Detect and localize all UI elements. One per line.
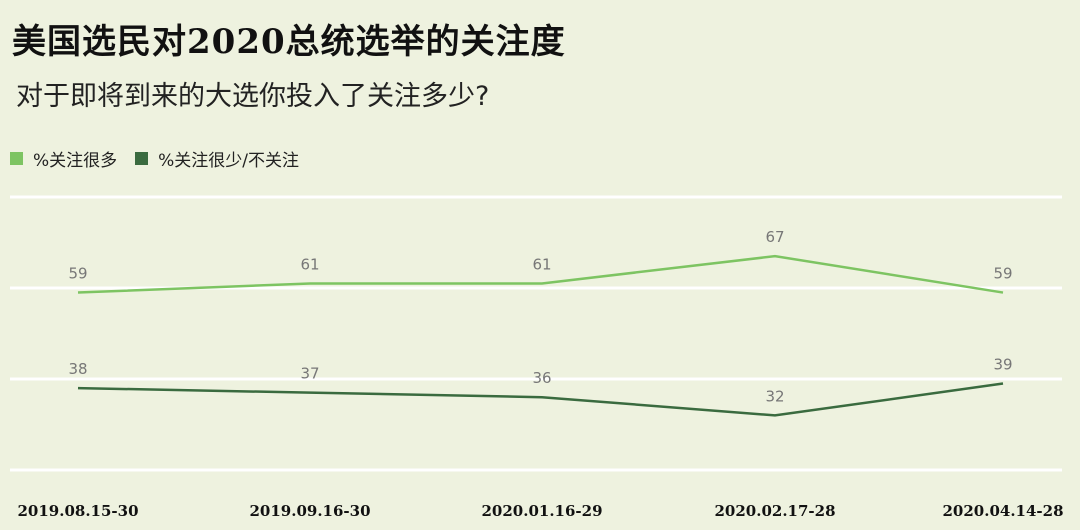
x-tick-label-2: 2020.01.16-29 xyxy=(481,502,602,520)
data-label-series-0-4: 59 xyxy=(993,265,1012,283)
data-label-series-1-1: 37 xyxy=(300,365,319,383)
x-tick-label-4: 2020.04.14-28 xyxy=(942,502,1063,520)
data-label-series-1-3: 32 xyxy=(765,387,784,405)
x-tick-label-1: 2019.09.16-30 xyxy=(249,502,370,520)
legend-swatch-series-1 xyxy=(135,152,149,165)
chart-title: 美国选民对2020总统选举的关注度 xyxy=(12,22,566,62)
legend-item-series-0: %关注很多 xyxy=(10,146,117,171)
series-line-1 xyxy=(77,382,1004,417)
x-tick-label-0: 2019.08.15-30 xyxy=(17,502,138,520)
chart-subtitle: 对于即将到来的大选你投入了关注多少? xyxy=(16,81,490,112)
data-label-series-0-3: 67 xyxy=(765,228,784,246)
data-label-series-0-2: 61 xyxy=(532,255,551,273)
data-label-series-0-0: 59 xyxy=(68,265,87,283)
data-label-series-0-1: 61 xyxy=(300,255,319,273)
data-label-series-1-0: 38 xyxy=(68,360,87,378)
legend-item-series-1: %关注很少/不关注 xyxy=(135,146,299,171)
x-tick-label-3: 2020.02.17-28 xyxy=(714,502,835,520)
legend: %关注很多 %关注很少/不关注 xyxy=(10,146,317,171)
data-label-series-1-4: 39 xyxy=(993,356,1012,374)
legend-label-series-1: %关注很少/不关注 xyxy=(158,151,300,171)
series-line-0 xyxy=(77,254,1004,294)
legend-label-series-0: %关注很多 xyxy=(33,151,118,171)
legend-swatch-series-0 xyxy=(10,152,23,165)
data-label-series-1-2: 36 xyxy=(532,369,551,387)
